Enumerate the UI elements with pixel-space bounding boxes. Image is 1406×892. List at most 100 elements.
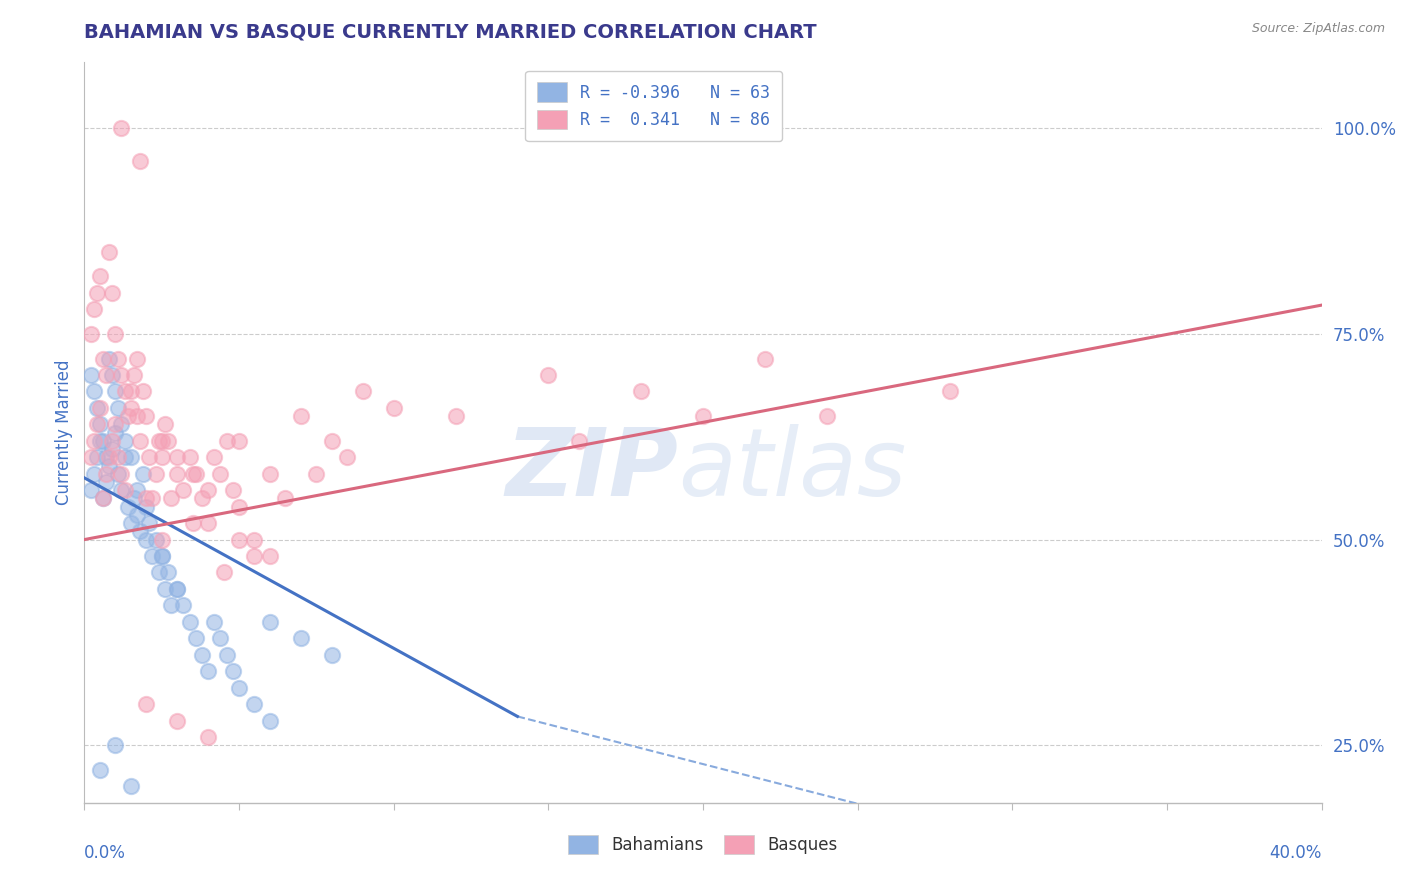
Point	[191, 491, 214, 506]
Point	[630, 384, 652, 399]
Text: atlas: atlas	[678, 424, 907, 516]
Point	[141, 549, 163, 563]
Point	[107, 351, 129, 366]
Point	[98, 244, 121, 259]
Point	[197, 730, 219, 744]
Point	[815, 409, 838, 424]
Point	[181, 516, 204, 530]
Point	[179, 615, 201, 629]
Point	[197, 516, 219, 530]
Point	[259, 467, 281, 481]
Point	[135, 697, 157, 711]
Point	[148, 434, 170, 448]
Point	[110, 483, 132, 498]
Point	[153, 582, 176, 596]
Y-axis label: Currently Married: Currently Married	[55, 359, 73, 506]
Point	[321, 648, 343, 662]
Point	[172, 483, 194, 498]
Point	[101, 434, 124, 448]
Point	[243, 533, 266, 547]
Point	[110, 368, 132, 382]
Point	[101, 368, 124, 382]
Text: Source: ZipAtlas.com: Source: ZipAtlas.com	[1251, 22, 1385, 36]
Point	[145, 533, 167, 547]
Point	[120, 450, 142, 465]
Point	[122, 368, 145, 382]
Point	[89, 763, 111, 777]
Point	[228, 681, 250, 695]
Point	[222, 483, 245, 498]
Point	[153, 417, 176, 432]
Point	[107, 450, 129, 465]
Point	[150, 533, 173, 547]
Point	[117, 500, 139, 514]
Text: 40.0%: 40.0%	[1270, 844, 1322, 862]
Point	[83, 302, 105, 317]
Point	[122, 491, 145, 506]
Point	[129, 524, 152, 539]
Point	[243, 549, 266, 563]
Point	[110, 121, 132, 136]
Point	[145, 467, 167, 481]
Point	[125, 483, 148, 498]
Point	[150, 549, 173, 563]
Point	[135, 409, 157, 424]
Point	[120, 516, 142, 530]
Point	[166, 714, 188, 728]
Point	[114, 384, 136, 399]
Point	[156, 566, 179, 580]
Point	[114, 450, 136, 465]
Point	[132, 384, 155, 399]
Point	[692, 409, 714, 424]
Point	[215, 648, 238, 662]
Point	[202, 615, 225, 629]
Point	[120, 401, 142, 415]
Point	[290, 632, 312, 646]
Point	[228, 533, 250, 547]
Point	[215, 434, 238, 448]
Text: ZIP: ZIP	[505, 424, 678, 516]
Point	[160, 491, 183, 506]
Point	[101, 442, 124, 456]
Point	[274, 491, 297, 506]
Point	[259, 615, 281, 629]
Point	[79, 326, 101, 341]
Point	[135, 533, 157, 547]
Point	[222, 664, 245, 678]
Point	[209, 632, 232, 646]
Point	[166, 582, 188, 596]
Point	[197, 483, 219, 498]
Point	[228, 500, 250, 514]
Point	[568, 434, 591, 448]
Point	[79, 450, 101, 465]
Point	[117, 409, 139, 424]
Point	[98, 450, 121, 465]
Point	[129, 434, 152, 448]
Point	[110, 417, 132, 432]
Point	[125, 508, 148, 522]
Point	[179, 450, 201, 465]
Point	[104, 738, 127, 752]
Point	[98, 351, 121, 366]
Point	[321, 434, 343, 448]
Point	[86, 401, 108, 415]
Point	[150, 549, 173, 563]
Point	[91, 491, 114, 506]
Point	[138, 450, 160, 465]
Point	[202, 450, 225, 465]
Point	[939, 384, 962, 399]
Point	[114, 483, 136, 498]
Point	[135, 491, 157, 506]
Point	[209, 467, 232, 481]
Point	[89, 417, 111, 432]
Point	[197, 664, 219, 678]
Point	[91, 491, 114, 506]
Point	[141, 491, 163, 506]
Point	[91, 351, 114, 366]
Point	[94, 450, 117, 465]
Point	[444, 409, 467, 424]
Point	[86, 450, 108, 465]
Point	[89, 401, 111, 415]
Point	[129, 154, 152, 169]
Point	[83, 384, 105, 399]
